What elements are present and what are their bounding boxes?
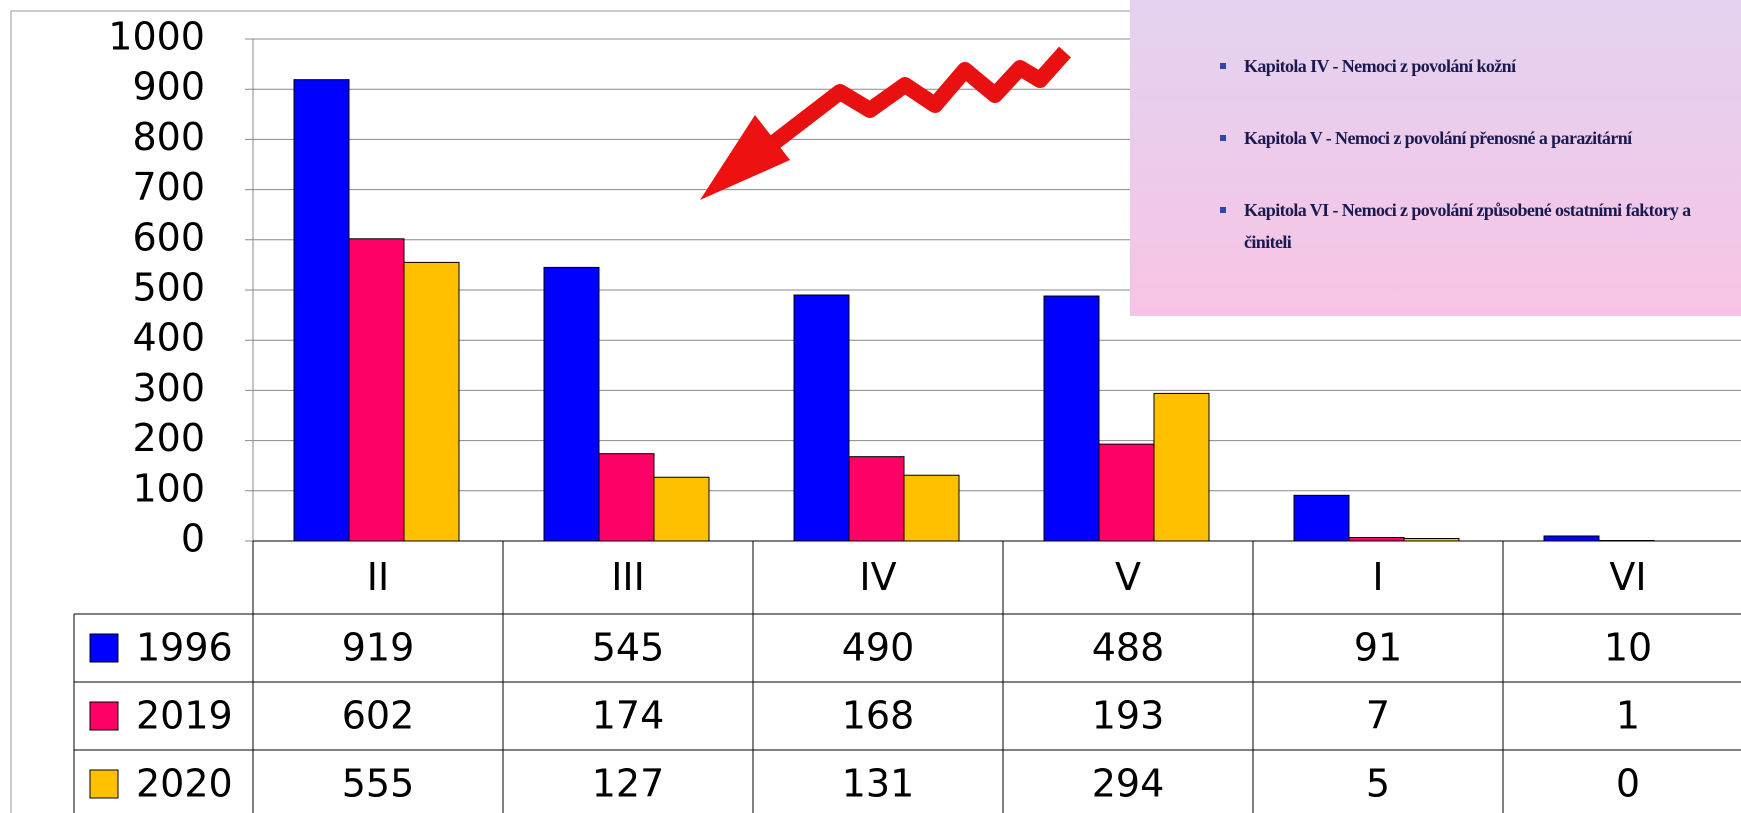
y-tick-label: 700	[132, 165, 205, 209]
legend-label: 2020	[136, 762, 233, 806]
trend-arrow-decoration	[700, 52, 1065, 200]
y-tick-label: 900	[132, 65, 205, 109]
bar	[1099, 444, 1154, 541]
legend-swatch	[90, 770, 118, 798]
bar	[1294, 495, 1349, 541]
table-cell: 193	[1092, 694, 1165, 738]
bar	[794, 295, 849, 541]
legend-label: 2019	[136, 694, 233, 738]
bar	[849, 457, 904, 541]
overlay-item: Kapitola IV - Nemoci z povolání kožní	[1220, 50, 1714, 82]
bar	[1544, 536, 1599, 541]
overlay-box: Kapitola IV - Nemoci z povolání kožní Kap…	[1130, 0, 1741, 316]
bar	[349, 239, 404, 541]
table-cell: 919	[342, 626, 415, 670]
y-tick-label: 400	[132, 316, 205, 360]
bar	[404, 262, 459, 541]
y-tick-label: 1000	[108, 15, 205, 59]
table-cell: 0	[1616, 762, 1640, 806]
bar	[599, 454, 654, 541]
table-cell: 5	[1366, 762, 1390, 806]
bar	[1349, 537, 1404, 541]
overlay-item: Kapitola VI - Nemoci z povolání způsoben…	[1220, 194, 1714, 258]
table-cell: 91	[1354, 626, 1402, 670]
table-cell: 131	[842, 762, 915, 806]
bar	[294, 80, 349, 541]
table-cell: 174	[592, 694, 665, 738]
bar	[1044, 296, 1099, 541]
x-tick-label: I	[1372, 555, 1383, 599]
y-tick-label: 600	[132, 215, 205, 259]
y-tick-label: 100	[132, 466, 205, 510]
table-cell: 602	[342, 694, 415, 738]
table-cell: 168	[842, 694, 915, 738]
table-cell: 1	[1616, 694, 1640, 738]
bar	[904, 475, 959, 541]
table-cell: 545	[592, 626, 665, 670]
table-cell: 10	[1604, 626, 1652, 670]
legend-label: 1996	[136, 626, 233, 670]
y-tick-label: 0	[181, 517, 205, 561]
legend-swatch	[90, 702, 118, 730]
bar	[544, 267, 599, 541]
bar	[1154, 393, 1209, 541]
table-cell: 7	[1366, 694, 1390, 738]
x-tick-label: II	[367, 555, 389, 599]
overlay-item: Kapitola V - Nemoci z povolání přenosné …	[1220, 122, 1714, 154]
page: 01002003004005006007008009001000II919602…	[0, 0, 1741, 813]
table-cell: 127	[592, 762, 665, 806]
table-cell: 294	[1092, 762, 1165, 806]
x-tick-label: IV	[859, 555, 896, 599]
x-tick-label: V	[1115, 555, 1141, 599]
bar	[654, 477, 709, 541]
table-cell: 488	[1092, 626, 1165, 670]
x-tick-label: VI	[1609, 555, 1646, 599]
table-cell: 490	[842, 626, 915, 670]
legend-swatch	[90, 634, 118, 662]
y-tick-label: 300	[132, 366, 205, 410]
y-tick-label: 200	[132, 416, 205, 460]
x-tick-label: III	[611, 555, 645, 599]
table-cell: 555	[342, 762, 415, 806]
y-tick-label: 800	[132, 115, 205, 159]
y-tick-label: 500	[132, 266, 205, 310]
